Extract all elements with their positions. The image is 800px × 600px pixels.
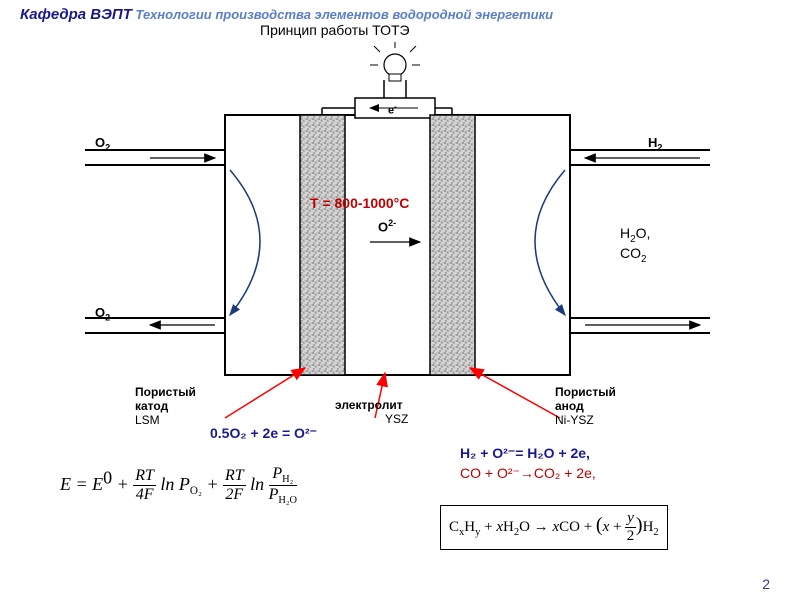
h2-in-label: H2 — [648, 135, 662, 153]
o2-in-label: O2 — [95, 135, 110, 153]
lightbulb-icon — [370, 42, 420, 98]
products-label: H2O, CO2 — [620, 225, 650, 265]
ion-label: O2- — [378, 218, 396, 234]
cathode-arc — [230, 170, 260, 315]
department-subtitle: Технологии производства элементов водоро… — [136, 7, 554, 22]
o2-out-label: O2 — [95, 305, 110, 323]
cathode-caption: Пористый катод LSM — [135, 385, 196, 427]
cathode-layer — [300, 115, 345, 375]
department-name: Кафедра ВЭПТ — [20, 6, 132, 23]
anode-layer — [430, 115, 475, 375]
diagram-title: Принцип работы ТОТЭ — [260, 22, 410, 38]
anode-caption: Пористый анод Ni-YSZ — [555, 385, 616, 427]
electrolyte-caption: электролит YSZ — [335, 398, 408, 426]
anode-reaction-1: H₂ + O²⁻= H₂O + 2e, — [460, 445, 590, 462]
anode-arc — [535, 170, 565, 315]
anode-reaction-2: CO + O²⁻→CO₂ + 2e, — [460, 465, 596, 482]
electron-label: e- — [388, 102, 397, 117]
reforming-equation: CxHy + xH2O → xCO + (x + y 2 )H2 — [440, 505, 668, 550]
page-number: 2 — [762, 576, 770, 592]
page-header: Кафедра ВЭПТ Технологии производства эле… — [20, 6, 553, 23]
temperature-label: T = 800-1000°C — [310, 195, 409, 211]
cathode-reaction: 0.5O₂ + 2e = O²⁻ — [210, 425, 317, 442]
sofc-diagram: e- T = 800-1000°C O2- O2 O2 H2 H2O, CO2 … — [0, 40, 800, 420]
nernst-equation: E = E0 + RT 4F ln PO₂ + RT 2F ln PH₂ PH₂… — [60, 465, 297, 506]
diagram-svg — [0, 40, 800, 420]
cell-frame — [225, 115, 570, 375]
